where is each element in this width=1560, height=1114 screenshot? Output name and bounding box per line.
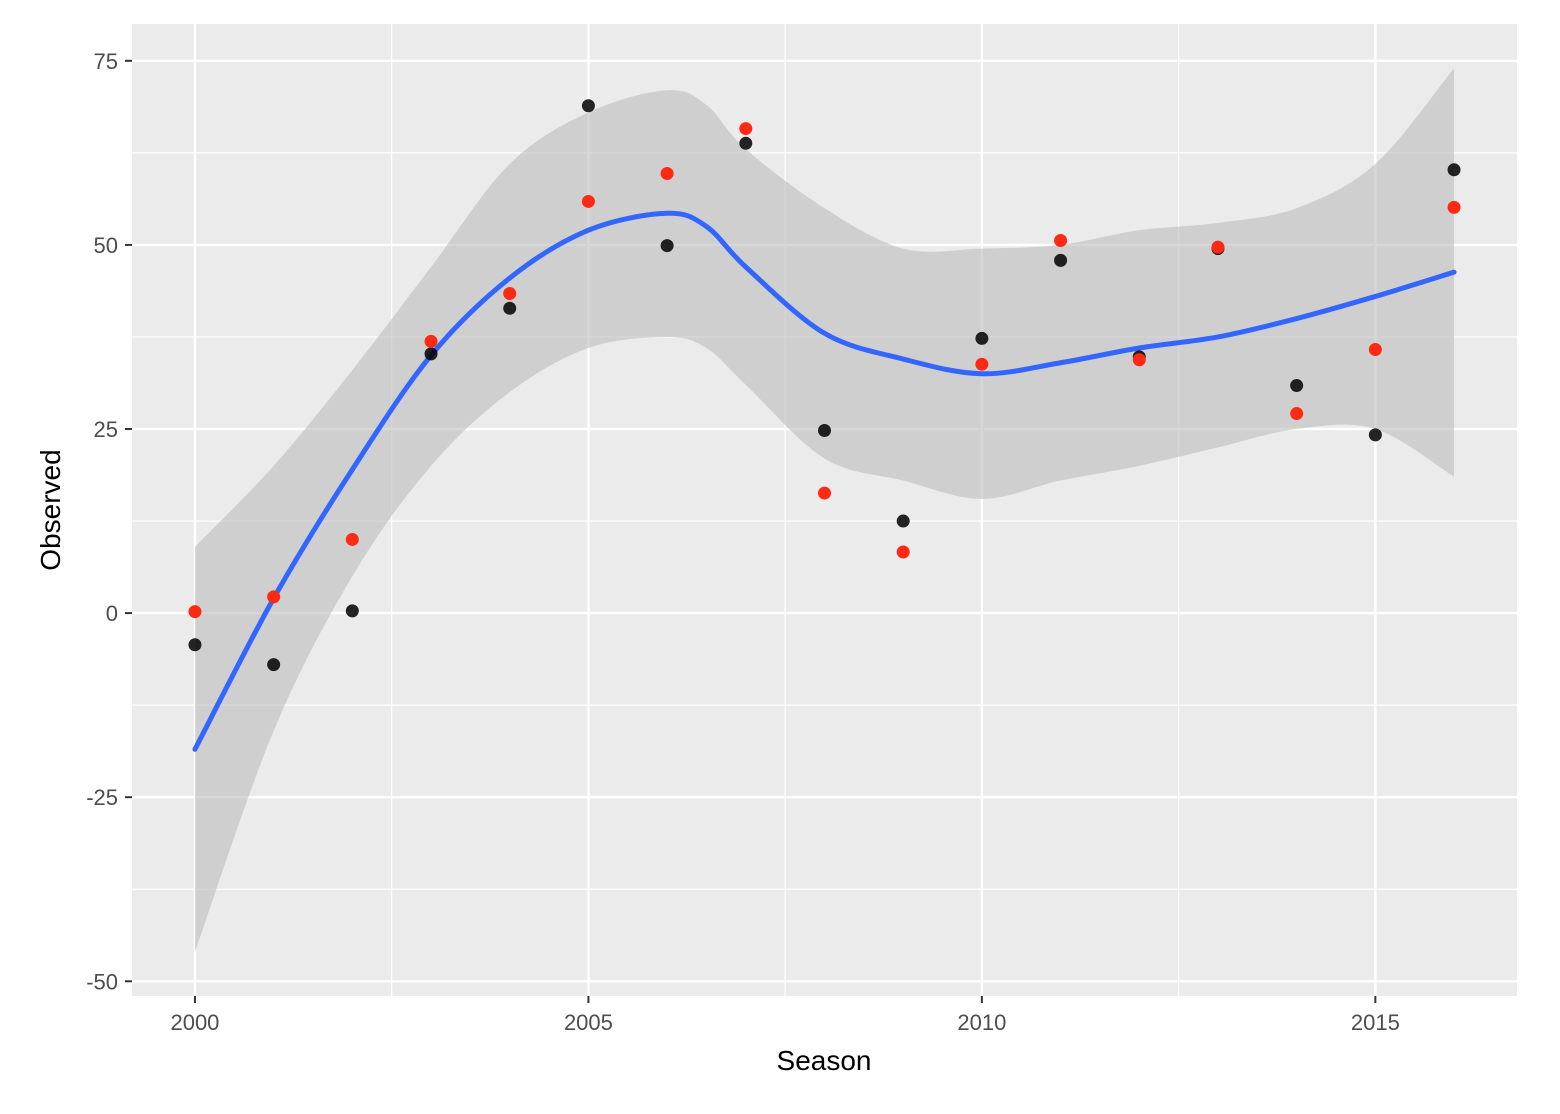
data-point xyxy=(424,334,438,348)
data-point xyxy=(975,357,989,371)
data-point xyxy=(1290,407,1304,421)
x-axis-title: Season xyxy=(777,1045,872,1076)
data-point xyxy=(267,590,281,604)
data-point xyxy=(896,545,910,559)
data-point xyxy=(1447,200,1461,214)
data-point xyxy=(1054,253,1068,267)
y-tick-label: 0 xyxy=(106,601,118,626)
data-point xyxy=(739,122,753,136)
data-point xyxy=(660,239,674,253)
data-point xyxy=(503,301,517,315)
data-point xyxy=(1132,353,1146,367)
data-point xyxy=(1368,342,1382,356)
data-point xyxy=(188,605,202,619)
data-point xyxy=(975,331,989,345)
x-axis: 2000 2005 2010 2015 xyxy=(170,996,1400,1035)
data-point xyxy=(503,287,517,301)
data-point xyxy=(267,658,281,672)
data-point xyxy=(1211,240,1225,254)
data-point xyxy=(1368,428,1382,442)
x-tick-label: 2010 xyxy=(957,1010,1006,1035)
data-point xyxy=(818,486,831,500)
y-tick-label: 25 xyxy=(94,417,118,442)
points-layer xyxy=(188,99,1461,672)
data-point xyxy=(345,532,359,546)
data-point xyxy=(1054,233,1068,247)
data-point xyxy=(1290,379,1304,393)
data-point xyxy=(1447,163,1461,177)
data-point xyxy=(660,166,674,180)
data-point xyxy=(345,604,359,618)
y-tick-label: -25 xyxy=(86,785,118,810)
x-tick-label: 2000 xyxy=(170,1010,219,1035)
data-point xyxy=(581,99,595,113)
data-point xyxy=(188,638,202,652)
y-axis-title: Observed xyxy=(35,449,66,570)
y-tick-label: 75 xyxy=(94,49,118,74)
data-point xyxy=(818,423,831,437)
data-point xyxy=(581,194,595,208)
x-tick-label: 2005 xyxy=(564,1010,613,1035)
y-tick-label: 50 xyxy=(94,233,118,258)
data-point xyxy=(424,347,438,361)
data-point xyxy=(896,514,910,528)
smooth-line xyxy=(192,210,1457,752)
y-tick-label: -50 xyxy=(86,969,118,994)
y-axis: 75 50 25 0 -25 -50 xyxy=(86,49,132,994)
x-tick-label: 2015 xyxy=(1351,1010,1400,1035)
data-point xyxy=(739,136,753,150)
